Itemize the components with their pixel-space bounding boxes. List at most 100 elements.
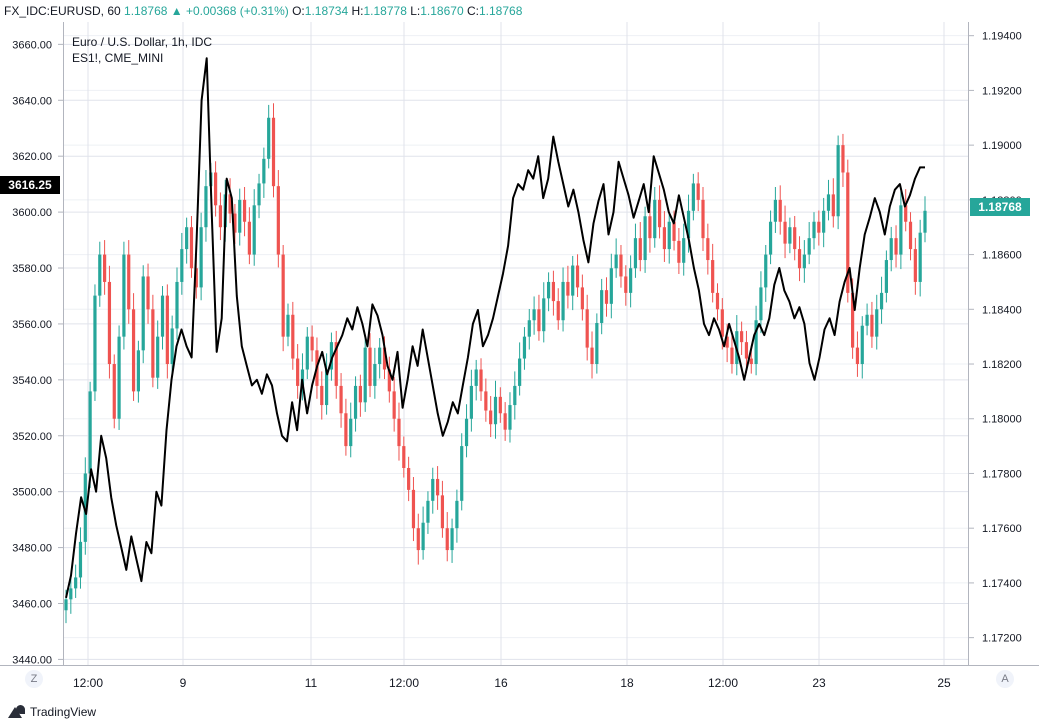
candle-body [122, 254, 126, 337]
candle-body [358, 385, 362, 403]
candle-body [411, 489, 416, 529]
candle-body [802, 254, 806, 269]
time-axis-tick-label: 23 [812, 676, 826, 690]
brand-name: TradingView [30, 705, 97, 719]
left-axis-tick-label: 3600.00 [12, 207, 52, 219]
candle-body [165, 295, 169, 365]
left-axis-tick-label: 3500.00 [12, 487, 52, 499]
candle-body [435, 478, 440, 496]
candle-body [826, 194, 831, 211]
candle-body [271, 117, 276, 187]
legend-series-eurusd[interactable]: Euro / U.S. Dollar, 1h, IDC [72, 35, 213, 49]
candle-body [267, 117, 271, 159]
candle-body [286, 314, 290, 337]
close-value: 1.18768 [478, 4, 523, 18]
candle-body [571, 265, 575, 296]
candle-body [701, 199, 705, 239]
candle-body [720, 309, 724, 337]
auto-scale-button[interactable]: A [996, 670, 1014, 688]
legend-series-es1[interactable]: ES1!, CME_MINI [72, 51, 164, 65]
candle-body [648, 216, 652, 239]
time-axis-tick-label: 16 [494, 676, 508, 690]
right-axis-tick-label: 1.18200 [982, 359, 1022, 371]
tradingview-logo[interactable]: TradingView [8, 705, 96, 719]
candle-body [740, 331, 744, 343]
candle-body [730, 347, 734, 365]
right-axis-tick-label: 1.17400 [982, 578, 1022, 590]
candle-body [851, 292, 855, 348]
candle-body [518, 358, 522, 386]
candle-body [749, 358, 753, 365]
time-axis-tick-label: 12:00 [389, 676, 419, 690]
plot-background [64, 22, 968, 665]
right-axis-tick-label: 1.18000 [982, 414, 1022, 426]
time-axis-tick-label: 12:00 [708, 676, 738, 690]
candle-body [373, 364, 377, 386]
chart-area[interactable]: 3660.00 3640.00 3620.00 3600.00 3580.00 3560.… [0, 22, 1039, 700]
right-axis-tick-label: 1.17600 [982, 523, 1022, 535]
es1-series-line [65, 57, 925, 599]
candle-body [846, 172, 850, 293]
left-axis-tick-label: 3460.00 [12, 598, 52, 610]
left-axis-tick-label: 3640.00 [12, 95, 52, 107]
candle-body [493, 396, 498, 425]
symbol-header: FX_IDC:EURUSD, 60 1.18768 ▲ +0.00368 (+0… [0, 0, 1039, 22]
candle-body [464, 418, 469, 447]
candle-body [141, 276, 145, 351]
candle-body [242, 199, 247, 222]
symbol-name[interactable]: FX_IDC:EURUSD, 60 [4, 4, 121, 18]
left-axis-tick-label: 3540.00 [12, 375, 52, 387]
candle-body [117, 336, 121, 419]
candle-body [768, 221, 773, 255]
candle-body [855, 347, 860, 365]
candle-body [817, 221, 821, 233]
candle-body [363, 347, 367, 403]
candle-body [479, 369, 483, 392]
candle-body [706, 238, 710, 261]
candle-body [334, 342, 338, 386]
candle-body [450, 528, 454, 551]
left-axis-tick-label: 3580.00 [12, 263, 52, 275]
timezone-button[interactable]: Z [25, 670, 43, 688]
time-axis-tick-label: 11 [305, 676, 318, 690]
candle-body [382, 347, 387, 370]
candle-body [416, 528, 420, 551]
footer: TradingView [0, 700, 1039, 726]
candle-body [600, 290, 604, 323]
candle-body [836, 145, 840, 217]
right-axis-tick-label: 1.18400 [982, 304, 1022, 316]
candle-body [879, 292, 884, 310]
candle-body [368, 347, 372, 386]
candle-body [474, 369, 478, 386]
candle-body [175, 281, 179, 329]
candle-body [88, 391, 92, 474]
candle-body [624, 276, 628, 293]
candle-body [831, 194, 835, 217]
last-price: 1.18768 [124, 4, 168, 18]
candle-body [638, 238, 642, 261]
candle-body [604, 290, 609, 304]
candle-body [884, 260, 888, 293]
candle-body [329, 342, 334, 370]
candle-body [783, 221, 787, 244]
price-chart[interactable]: 3660.00 3640.00 3620.00 3600.00 3580.00 3560.… [0, 22, 1039, 700]
time-axis-tick-label: 25 [937, 676, 951, 690]
candle-body [580, 287, 584, 310]
left-axis-tick-label: 3520.00 [12, 431, 52, 443]
candle-body [614, 254, 618, 269]
candle-body [508, 405, 512, 430]
candle-body [870, 314, 874, 337]
candle-body [595, 322, 599, 365]
candle-body [807, 238, 811, 255]
candle-body [204, 186, 208, 228]
candle-body [875, 309, 879, 337]
candle-body [894, 238, 898, 255]
candle-body [460, 446, 464, 501]
candle-body [653, 199, 657, 239]
candle-body [725, 336, 729, 348]
candle-body [590, 347, 594, 365]
candle-body [711, 260, 715, 293]
candle-body [344, 413, 348, 447]
candle-body [426, 500, 430, 523]
candle-body [402, 446, 406, 468]
